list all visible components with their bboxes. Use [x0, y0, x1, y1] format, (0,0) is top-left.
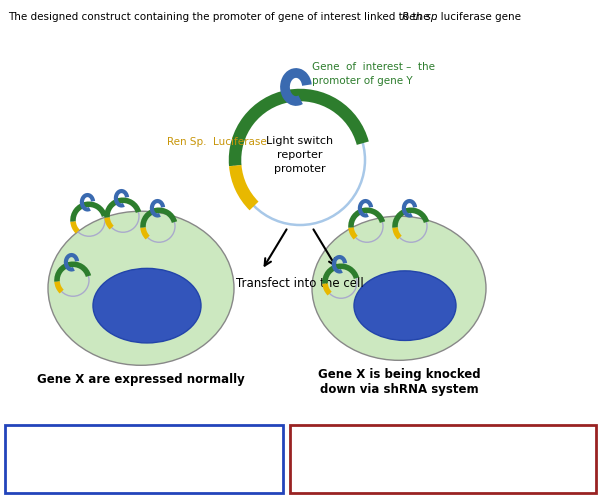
Text: Ren sp: Ren sp	[402, 12, 437, 22]
Text: Gene  of  interest –  the: Gene of interest – the	[312, 62, 435, 72]
FancyBboxPatch shape	[5, 425, 283, 493]
Text: Gene X are expressed normally: Gene X are expressed normally	[37, 373, 245, 386]
Text: expected to have lower luciferase
activity as less gene X activity that is
insuf: expected to have lower luciferase activi…	[298, 430, 509, 480]
Text: Ren Sp.  Luciferase: Ren Sp. Luciferase	[167, 137, 267, 147]
Text: Light switch
reporter
promoter: Light switch reporter promoter	[266, 136, 334, 174]
Ellipse shape	[48, 211, 234, 365]
Text: promoter of gene Y: promoter of gene Y	[312, 76, 413, 86]
Ellipse shape	[93, 268, 201, 343]
Ellipse shape	[312, 216, 486, 360]
Text: Transfect into the cell: Transfect into the cell	[236, 277, 364, 290]
Text: The designed construct containing the promoter of gene of interest linked to the: The designed construct containing the pr…	[8, 12, 433, 22]
Text: Gene X is being knocked
down via shRNA system: Gene X is being knocked down via shRNA s…	[317, 368, 481, 396]
FancyBboxPatch shape	[290, 425, 596, 493]
Ellipse shape	[354, 271, 456, 340]
Text: . luciferase gene: . luciferase gene	[434, 12, 521, 22]
Text: expected to have higher
luciferase activity,
indicating interaction
between Gene: expected to have higher luciferase activ…	[14, 430, 142, 480]
